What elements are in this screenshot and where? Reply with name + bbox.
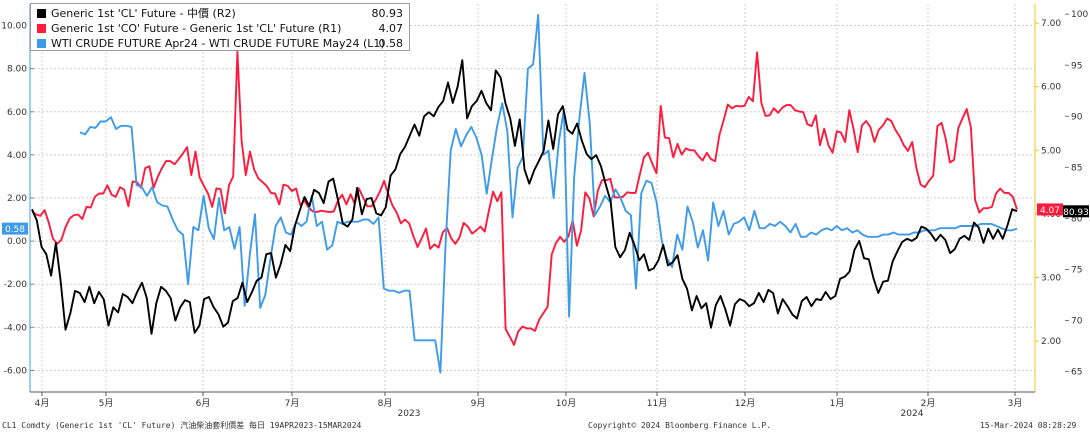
x-axis-tick-label: 10月 bbox=[556, 398, 576, 409]
x-axis-tick-label: 3月 bbox=[1008, 398, 1023, 409]
footer-timestamp: 15-Mar-2024 08:28:29 bbox=[980, 421, 1077, 430]
right-axis-1-tick-label: 5.00 bbox=[1041, 146, 1061, 156]
legend-value: 80.93 bbox=[371, 7, 404, 20]
legend-swatch-brent-wti bbox=[37, 24, 46, 33]
right-axis-1-tick-label: 3.00 bbox=[1041, 274, 1061, 284]
right-axis-2-tick-label: 90 bbox=[1071, 112, 1083, 122]
last-value-tag-r2-bg bbox=[1063, 205, 1089, 218]
right-axis-1-tick-label: 2.00 bbox=[1041, 337, 1061, 347]
series-lines bbox=[31, 13, 1018, 374]
left-axis-tick-label: -6.00 bbox=[4, 366, 28, 376]
legend-value: 4.07 bbox=[378, 22, 404, 35]
last-value-tag-r2: 80.93 bbox=[1063, 208, 1089, 218]
legend-label: Generic 1st 'CL' Future - 中價 (R2) bbox=[51, 7, 236, 20]
legend-item-wti-spread: WTI CRUDE FUTURE Apr24 - WTI CRUDE FUTUR… bbox=[37, 36, 403, 51]
series-line-r1 bbox=[31, 50, 1018, 346]
series-line-r2 bbox=[31, 59, 1018, 335]
x-axis-tick-label: 5月 bbox=[99, 398, 114, 409]
left-axis-tick-label: 4.00 bbox=[7, 151, 27, 161]
left-axis-tick-label: 10.00 bbox=[1, 22, 27, 32]
x-axis-tick-label: 12月 bbox=[735, 398, 755, 409]
x-axis-tick-label: 4月 bbox=[35, 398, 50, 409]
last-value-tag-l1-bg bbox=[2, 222, 28, 235]
right-axis-2-tick-label: 75 bbox=[1071, 265, 1082, 275]
x-axis-tick-label: 1月 bbox=[830, 398, 845, 409]
legend-item-cl-price: Generic 1st 'CL' Future - 中價 (R2) 80.93 bbox=[37, 6, 403, 21]
x-axis-tick-label: 2月 bbox=[921, 398, 936, 409]
x-axis-tick-label: 9月 bbox=[471, 398, 486, 409]
legend-swatch-cl-price bbox=[37, 9, 46, 18]
x-axis-year-label: 2024 bbox=[901, 409, 924, 419]
x-axis-tick-label: 7月 bbox=[285, 398, 300, 409]
left-axis-tick-label: 6.00 bbox=[7, 108, 27, 118]
x-axis-year-label: 2023 bbox=[398, 409, 421, 419]
right-axis-2-tick-label: 80 bbox=[1071, 214, 1083, 224]
legend-value: 0.58 bbox=[378, 37, 404, 50]
last-value-tag-r1: 4.07 bbox=[1040, 206, 1060, 216]
legend-label: Generic 1st 'CO' Future - Generic 1st 'C… bbox=[51, 22, 342, 35]
right-axis-2-tick-label: 85 bbox=[1071, 163, 1082, 173]
left-axis-tick-label: 8.00 bbox=[7, 65, 27, 75]
right-axis-2-tick-label: 70 bbox=[1071, 317, 1083, 327]
left-axis-tick-label: 0.00 bbox=[7, 237, 27, 247]
right-axis-2-tick-label: 100 bbox=[1071, 10, 1088, 20]
right-axis-2-tick-label: 95 bbox=[1071, 61, 1082, 71]
legend-label: WTI CRUDE FUTURE Apr24 - WTI CRUDE FUTUR… bbox=[51, 37, 385, 50]
right-axis-1-tick-label: 7.00 bbox=[1041, 19, 1061, 29]
footer-source: CL1 Comdty (Generic 1st 'CL' Future) 汽油柴… bbox=[2, 421, 362, 430]
series-line-l1 bbox=[79, 13, 1018, 374]
legend-item-brent-wti: Generic 1st 'CO' Future - Generic 1st 'C… bbox=[37, 21, 403, 36]
legend-box: Generic 1st 'CL' Future - 中價 (R2) 80.93 … bbox=[30, 3, 410, 51]
x-axis-tick-label: 8月 bbox=[378, 398, 393, 409]
x-axis-tick-label: 11月 bbox=[647, 398, 667, 409]
right-axis-1-tick-label: 6.00 bbox=[1041, 83, 1061, 93]
value-labels: 4.07 80.93 0.58 bbox=[2, 203, 1089, 235]
left-axis-tick-label: -4.00 bbox=[4, 323, 28, 333]
legend-swatch-wti-spread bbox=[37, 39, 46, 48]
last-value-tag-r1-bg bbox=[1037, 203, 1063, 216]
right-axis-2-tick-label: 65 bbox=[1071, 368, 1082, 378]
x-axis-tick-label: 6月 bbox=[196, 398, 211, 409]
last-value-tag-l1: 0.58 bbox=[5, 225, 25, 235]
axes: -6.00 -4.00 -2.00 0.00 2.00 4.00 6.00 8.00 10.00… bbox=[1, 4, 1088, 419]
grid bbox=[30, 4, 1035, 392]
left-axis-tick-label: 2.00 bbox=[7, 194, 27, 204]
left-axis-tick-label: -2.00 bbox=[4, 280, 28, 290]
footer-copyright: Copyright© 2024 Bloomberg Finance L.P. bbox=[588, 421, 772, 430]
